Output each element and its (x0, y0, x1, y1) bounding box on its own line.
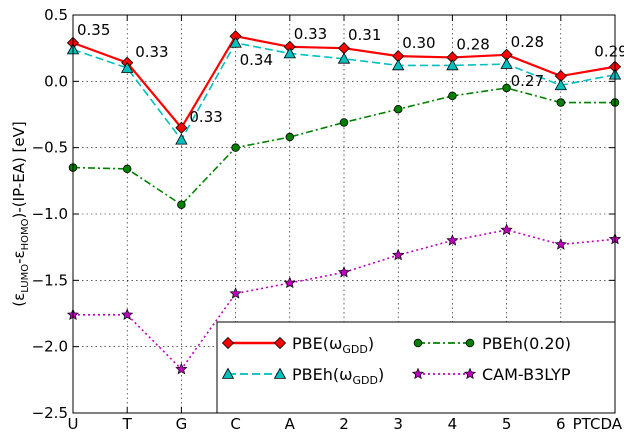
legend-box (216, 321, 616, 414)
x-axis-ticks: U T G C A 2 3 4 5 6 PTCDA (68, 15, 623, 432)
legend-entry: PBEh(ωGDD) (221, 365, 384, 387)
annotation-label: 0.33 (189, 108, 222, 126)
data-point (177, 200, 186, 209)
annotation-label: 0.33 (294, 25, 327, 43)
data-point (393, 104, 403, 114)
y-axis-label: (εLUMO-εHOMO)-(IP-EA) [eV] (10, 121, 31, 307)
annotation-label: 0.28 (511, 33, 544, 51)
y-tick-label: −2.5 (32, 404, 68, 422)
data-point (556, 98, 566, 107)
data-point (554, 238, 567, 250)
data-point (502, 83, 511, 93)
legend-marker (221, 336, 235, 350)
y-axis-label-part: (ε (10, 293, 28, 307)
legend-entry: CAM-B3LYP (411, 365, 571, 384)
data-point (392, 248, 405, 261)
data-point (337, 52, 351, 64)
legend-marker (411, 367, 425, 380)
data-point (500, 57, 513, 69)
series-triangle (66, 36, 622, 145)
grid (73, 15, 615, 413)
x-tick-label: 2 (339, 415, 349, 432)
y-tick-label: −2.0 (32, 338, 68, 356)
data-point (446, 234, 459, 246)
legend-label-part: PBE(ω (292, 334, 342, 353)
y-tick-label: −1.0 (32, 205, 68, 223)
data-point (229, 36, 242, 48)
x-tick-label: 4 (448, 415, 458, 432)
data-point (554, 78, 567, 91)
data-point (285, 132, 295, 142)
data-point (121, 61, 134, 73)
legend-marker (413, 338, 423, 348)
annotation-label: 0.30 (402, 34, 435, 52)
annotation-label: 0.29 (594, 43, 624, 61)
legend-label-part: ) (368, 334, 374, 353)
legend-label: PBEh(ωGDD) (292, 365, 384, 387)
x-tick-label: 5 (502, 415, 512, 432)
legend-label-part: CAM-B3LYP (482, 365, 571, 384)
data-point (175, 362, 188, 375)
y-tick-label: −1.5 (32, 271, 68, 289)
legend-marker (465, 338, 475, 348)
legend-label-part: GDD (342, 343, 367, 356)
data-point (392, 59, 405, 71)
y-tick-label: −0.5 (32, 139, 68, 157)
x-tick-label: T (122, 415, 133, 432)
legend-label: PBE(ωGDD) (292, 334, 374, 356)
data-point (231, 143, 240, 152)
legend-label-part: GDD (353, 374, 378, 387)
x-tick-label: A (285, 415, 296, 432)
annotations: 0.35 0.33 0.33 0.34 0.33 0.31 0.30 0.28 0.28 0.27… (77, 21, 624, 126)
x-tick-label: PTCDA (573, 415, 623, 432)
x-tick-label: 3 (393, 415, 403, 432)
series-line (73, 229, 616, 371)
x-tick-label: C (230, 415, 240, 432)
annotation-label: 0.27 (511, 72, 544, 90)
data-point (283, 47, 296, 59)
data-point (175, 121, 188, 134)
legend-marker (463, 367, 477, 380)
legend-entry: PBEh(0.20) (413, 334, 571, 353)
data-point (229, 287, 242, 299)
annotation-label: 0.33 (135, 43, 168, 61)
legend-label-part: PBEh(ω (292, 365, 353, 384)
y-axis-label-part: LUMO (20, 264, 31, 293)
y-axis-label-part: )-(IP-EA) [eV] (10, 121, 28, 218)
legend: PBE(ωGDD)PBEh(ωGDD)PBEh(0.20)CAM-B3LYP (216, 321, 616, 414)
data-point (337, 265, 351, 278)
legend-label: CAM-B3LYP (482, 365, 571, 384)
legend-marker (273, 336, 287, 350)
data-point (446, 59, 459, 71)
annotation-label: 0.35 (77, 21, 110, 39)
data-point (121, 308, 134, 321)
y-axis-label-part: -ε (10, 250, 28, 264)
data-point (175, 133, 188, 145)
data-point (339, 118, 349, 127)
x-tick-label: G (176, 415, 188, 432)
data-point (283, 276, 296, 289)
legend-label: PBEh(0.20) (482, 334, 571, 353)
x-tick-label: U (68, 415, 79, 432)
legend-label-part: ) (378, 365, 384, 384)
data-point (122, 164, 132, 174)
y-axis-label-part: HOMO (20, 218, 31, 250)
y-tick-label: 0.5 (44, 6, 68, 24)
annotation-label: 0.28 (456, 35, 489, 53)
y-axis-ticks: 0.5 0.0 −0.5 −1.0 −1.5 −2.0 −2.5 (32, 6, 615, 422)
annotation-label: 0.34 (240, 51, 273, 69)
legend-entry: PBE(ωGDD) (221, 334, 374, 356)
data-point (448, 91, 457, 101)
annotation-label: 0.31 (348, 26, 381, 44)
legend-marker (221, 367, 235, 379)
legend-label-part: PBEh(0.20) (482, 334, 571, 353)
legend-marker (273, 367, 287, 379)
y-tick-label: 0.0 (44, 72, 68, 90)
x-tick-label: 6 (556, 415, 566, 432)
data-point (500, 223, 513, 236)
